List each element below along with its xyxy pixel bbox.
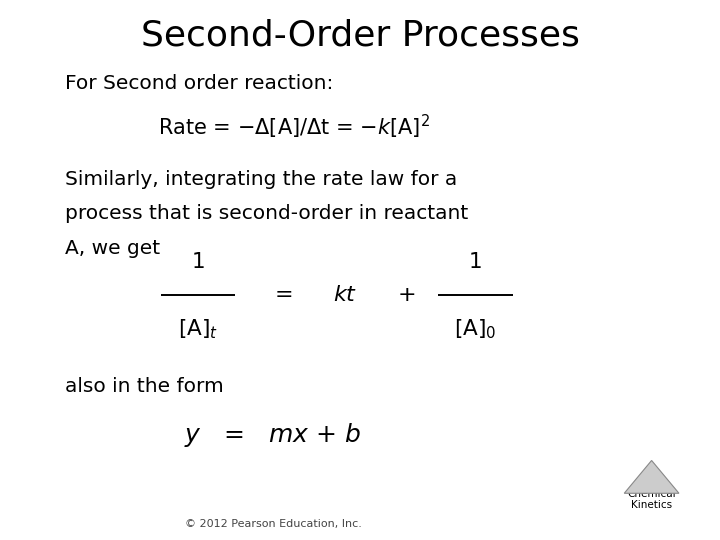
Text: +: + — [397, 285, 416, 306]
Text: Chemical
Kinetics: Chemical Kinetics — [627, 489, 676, 510]
Text: $kt$: $kt$ — [333, 285, 358, 306]
Text: Similarly, integrating the rate law for a: Similarly, integrating the rate law for … — [65, 170, 457, 189]
Text: process that is second-order in reactant: process that is second-order in reactant — [65, 204, 468, 224]
Polygon shape — [624, 461, 679, 494]
Text: [A]$_0$: [A]$_0$ — [454, 317, 496, 341]
Text: [A]$_t$: [A]$_t$ — [178, 317, 218, 341]
Text: $y$   =   $mx$ + $b$: $y$ = $mx$ + $b$ — [184, 421, 360, 449]
Text: Second-Order Processes: Second-Order Processes — [140, 18, 580, 52]
Text: © 2012 Pearson Education, Inc.: © 2012 Pearson Education, Inc. — [185, 519, 362, 529]
Text: For Second order reaction:: For Second order reaction: — [65, 74, 333, 93]
Text: A, we get: A, we get — [65, 239, 160, 258]
Text: =: = — [275, 285, 294, 306]
Text: also in the form: also in the form — [65, 376, 223, 396]
Text: 1: 1 — [469, 252, 482, 272]
Text: 1: 1 — [192, 252, 204, 272]
Text: Rate = $-\Delta$[A]/$\Delta$t = $-k$[A]$^2$: Rate = $-\Delta$[A]/$\Delta$t = $-k$[A]$… — [158, 113, 431, 141]
